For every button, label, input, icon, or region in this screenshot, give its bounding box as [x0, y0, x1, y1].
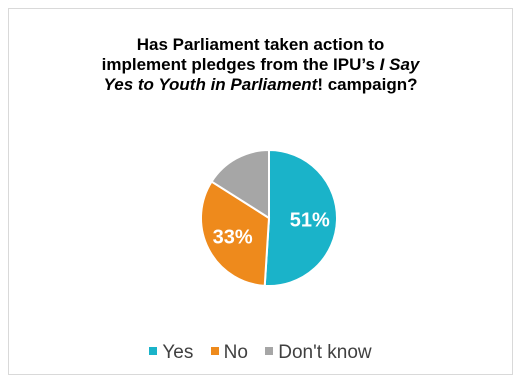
title-line-2: implement pledges from the IPU’s I Say [9, 55, 512, 75]
legend-item-no: No [210, 342, 248, 364]
title-line-1: Has Parliament taken action to [9, 35, 512, 55]
chart-legend: Yes No Don't know [9, 342, 512, 364]
legend-swatch-dont-know [265, 346, 274, 355]
pie-slice-don-t-know [210, 148, 270, 220]
legend-item-dont-know: Don't know [265, 342, 372, 364]
pie-data-label: 33% [213, 227, 253, 249]
pie-slice-yes [263, 148, 338, 287]
legend-label-dont-know: Don't know [278, 342, 372, 363]
pie-chart: 51% 33% [200, 148, 338, 287]
chart-frame: Has Parliament taken action to implement… [8, 8, 513, 375]
title-segment-italic: I Say [379, 55, 420, 74]
title-segment-italic: Yes to Youth in Parliament [103, 75, 318, 94]
chart-title: Has Parliament taken action to implement… [9, 35, 512, 95]
legend-label-no: No [223, 342, 248, 363]
legend-item-yes: Yes [149, 342, 193, 364]
title-segment: ! campaign? [317, 75, 418, 94]
pie-data-label: 51% [290, 209, 330, 231]
title-segment: implement pledges from the IPU’s [101, 55, 380, 74]
title-segment: Has Parliament taken action to [136, 35, 385, 54]
legend-swatch-no [210, 346, 219, 355]
title-line-3: Yes to Youth in Parliament! campaign? [9, 75, 512, 95]
legend-label-yes: Yes [162, 342, 194, 363]
legend-swatch-yes [149, 346, 158, 355]
